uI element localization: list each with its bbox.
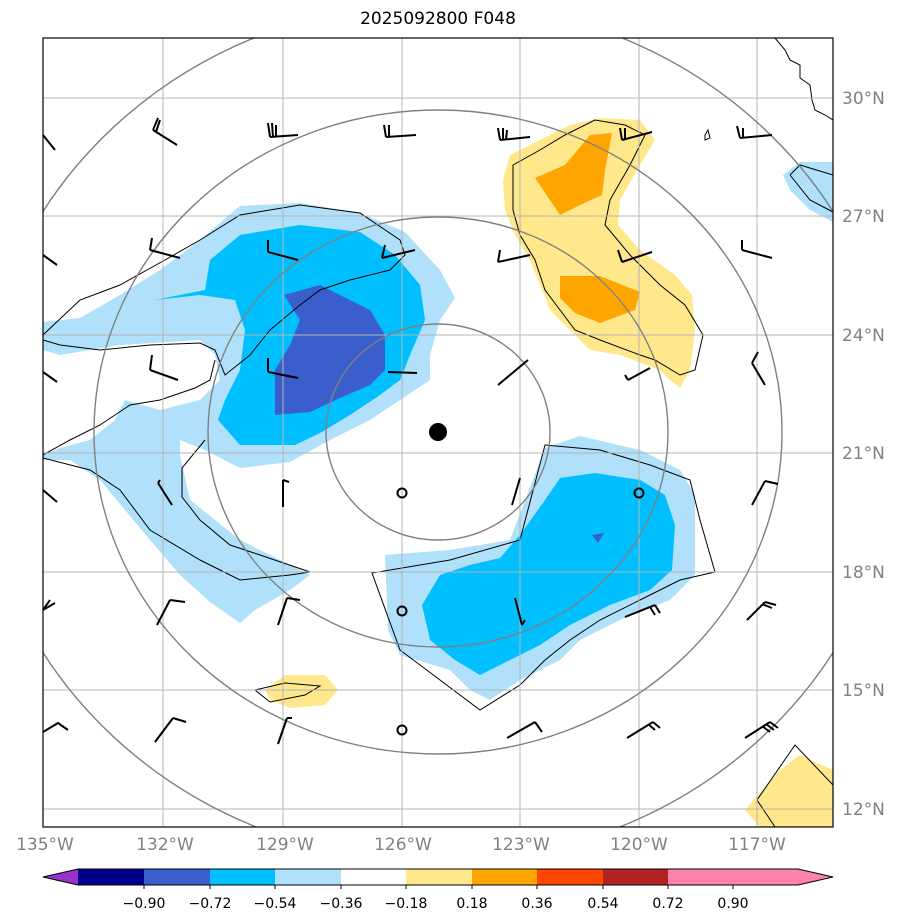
contour-lines	[43, 38, 833, 827]
wind-barb	[514, 597, 526, 626]
colorbar-segment	[406, 869, 472, 885]
lat-label: 12°N	[842, 800, 885, 820]
colorbar-segment	[668, 869, 733, 885]
colorbar-label: 0.36	[521, 896, 552, 912]
wind-barb	[746, 601, 777, 621]
wind-barb	[624, 604, 661, 618]
lon-label: 132°W	[136, 835, 194, 855]
wind-barb	[267, 358, 299, 379]
colorbar-label: 0.54	[587, 896, 618, 912]
shading-dark-blue	[275, 285, 385, 415]
colorbar-label: 0.18	[456, 896, 487, 912]
lat-label: 21°N	[842, 444, 885, 464]
wind-barb	[624, 367, 651, 381]
colorbar-label: −0.18	[385, 896, 428, 912]
wind-barb	[267, 122, 299, 138]
lon-label: 126°W	[374, 835, 432, 855]
wind-barb	[156, 599, 186, 626]
colorbar-label: −0.72	[189, 896, 232, 912]
wind-barb	[277, 717, 292, 745]
colorbar-label: −0.36	[320, 896, 363, 912]
lat-label: 24°N	[842, 326, 885, 346]
map-plot-area	[43, 38, 833, 827]
wind-barb	[751, 480, 779, 506]
wind-barb	[277, 597, 301, 626]
shading-orange	[535, 133, 640, 323]
lon-label: 135°W	[16, 835, 74, 855]
colorbar-segment	[144, 869, 210, 885]
colorbar-label: 0.90	[717, 896, 748, 912]
colorbar: −0.90 −0.72 −0.54 −0.36 −0.18 0.18 0.36 …	[42, 868, 834, 912]
wind-barb	[43, 134, 56, 151]
lat-label: 18°N	[842, 563, 885, 583]
shading-dark-blue-small	[592, 533, 604, 543]
lon-label: 120°W	[610, 835, 668, 855]
colorbar-segment	[78, 869, 144, 885]
colorbar-extend-low	[43, 869, 78, 885]
wind-barb	[152, 117, 178, 146]
calm-circle	[633, 487, 645, 499]
colorbar-label: −0.54	[254, 896, 297, 912]
range-rings	[43, 38, 833, 827]
colorbar-label: 0.72	[652, 896, 683, 912]
wind-barb	[387, 371, 418, 374]
wind-barb	[383, 124, 417, 138]
lon-label: 123°W	[492, 835, 550, 855]
plot-frame	[42, 37, 834, 828]
lat-label: 15°N	[842, 681, 885, 701]
colorbar-segment	[275, 869, 341, 885]
colorbar-segment	[603, 869, 668, 885]
lon-label: 129°W	[256, 835, 314, 855]
wind-barb	[626, 721, 661, 739]
wind-barb	[497, 249, 531, 263]
wind-barb	[741, 240, 773, 259]
wind-barb	[267, 240, 299, 261]
graticule	[43, 38, 833, 827]
colorbar-label: −0.90	[123, 896, 166, 912]
colorbar-segment	[472, 869, 537, 885]
colorbar-segment	[537, 869, 603, 885]
map-title: 2025092800 F048	[360, 9, 516, 29]
wind-barb	[736, 125, 773, 139]
wind-barb	[497, 359, 529, 386]
lon-label: 117°W	[728, 835, 786, 855]
wind-barb	[497, 127, 531, 141]
wind-barb	[511, 477, 521, 506]
wind-barb	[43, 489, 58, 503]
wind-barb	[149, 237, 181, 259]
longitude-labels: 135°W 132°W 129°W 126°W 123°W 120°W 117°…	[16, 835, 786, 855]
calm-wind-markers	[396, 487, 645, 736]
wind-barb	[282, 479, 290, 507]
storm-center-marker	[429, 423, 447, 441]
latitude-labels: 30°N 27°N 24°N 21°N 18°N 15°N 12°N	[842, 89, 885, 820]
wind-barb	[154, 717, 187, 743]
wind-barb	[619, 127, 653, 141]
wind-barb	[381, 244, 416, 259]
calm-circle	[396, 487, 408, 499]
wind-barb	[43, 721, 69, 733]
wind-barbs	[43, 117, 779, 745]
wind-barb	[149, 354, 179, 381]
wind-barb	[43, 371, 58, 383]
wind-barb	[506, 721, 543, 739]
wind-barb	[157, 479, 173, 506]
wind-barb	[617, 249, 653, 263]
colorbar-segment	[210, 869, 275, 885]
lat-label: 30°N	[842, 89, 885, 109]
calm-circle	[396, 605, 408, 617]
lat-label: 27°N	[842, 207, 885, 227]
colorbar-segment	[341, 869, 406, 885]
calm-circle	[396, 724, 408, 736]
wind-barb	[43, 599, 56, 611]
wind-barb	[751, 351, 766, 386]
wind-barb	[43, 254, 58, 266]
colorbar-outline	[42, 868, 834, 886]
wind-barb	[744, 721, 779, 739]
